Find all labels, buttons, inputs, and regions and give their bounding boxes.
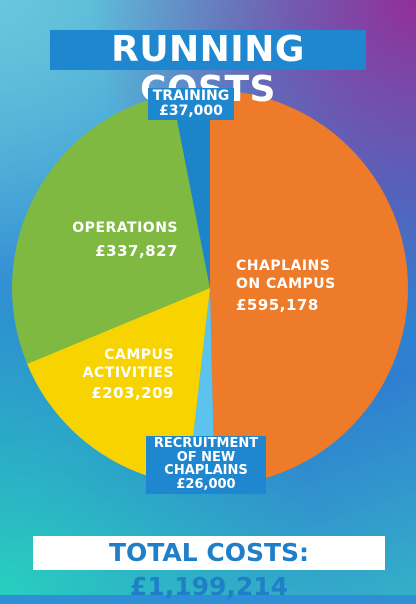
label-recruitment-value: £26,000 bbox=[176, 476, 236, 492]
pie-slice-training bbox=[171, 90, 210, 288]
label-chaplains-line2: ON CAMPUS bbox=[236, 276, 336, 292]
label-training: TRAINING £37,000 bbox=[148, 88, 234, 121]
label-recruitment: RECRUITMENT OF NEW CHAPLAINS £26,000 bbox=[146, 436, 266, 494]
label-chaplains-line1: CHAPLAINS bbox=[236, 258, 331, 274]
label-recruitment-line3: CHAPLAINS bbox=[164, 463, 248, 479]
total-costs: TOTAL COSTS: £1,199,214 bbox=[33, 536, 385, 601]
label-activities-value: £203,209 bbox=[91, 384, 174, 402]
label-recruitment-line2: OF NEW bbox=[176, 449, 236, 465]
label-operations: OPERATIONS £337,827 bbox=[68, 219, 178, 260]
label-chaplains: CHAPLAINS ON CAMPUS £595,178 bbox=[236, 257, 376, 314]
chart-title: RUNNING COSTS bbox=[50, 30, 366, 110]
label-training-name: TRAINING bbox=[152, 88, 230, 104]
label-activities-line2: ACTIVITIES bbox=[82, 365, 174, 381]
pie-slice-activities bbox=[27, 288, 211, 485]
label-activities: CAMPUS ACTIVITIES £203,209 bbox=[70, 346, 174, 402]
label-activities-line1: CAMPUS bbox=[104, 347, 174, 363]
label-recruitment-line1: RECRUITMENT bbox=[153, 436, 259, 451]
pie-slice-chaplains bbox=[210, 90, 408, 486]
label-operations-value: £337,827 bbox=[95, 242, 178, 260]
label-chaplains-value: £595,178 bbox=[236, 296, 319, 314]
label-operations-name: OPERATIONS bbox=[72, 220, 178, 236]
pie-slice-operations bbox=[12, 93, 210, 364]
label-training-value: £37,000 bbox=[159, 102, 223, 119]
